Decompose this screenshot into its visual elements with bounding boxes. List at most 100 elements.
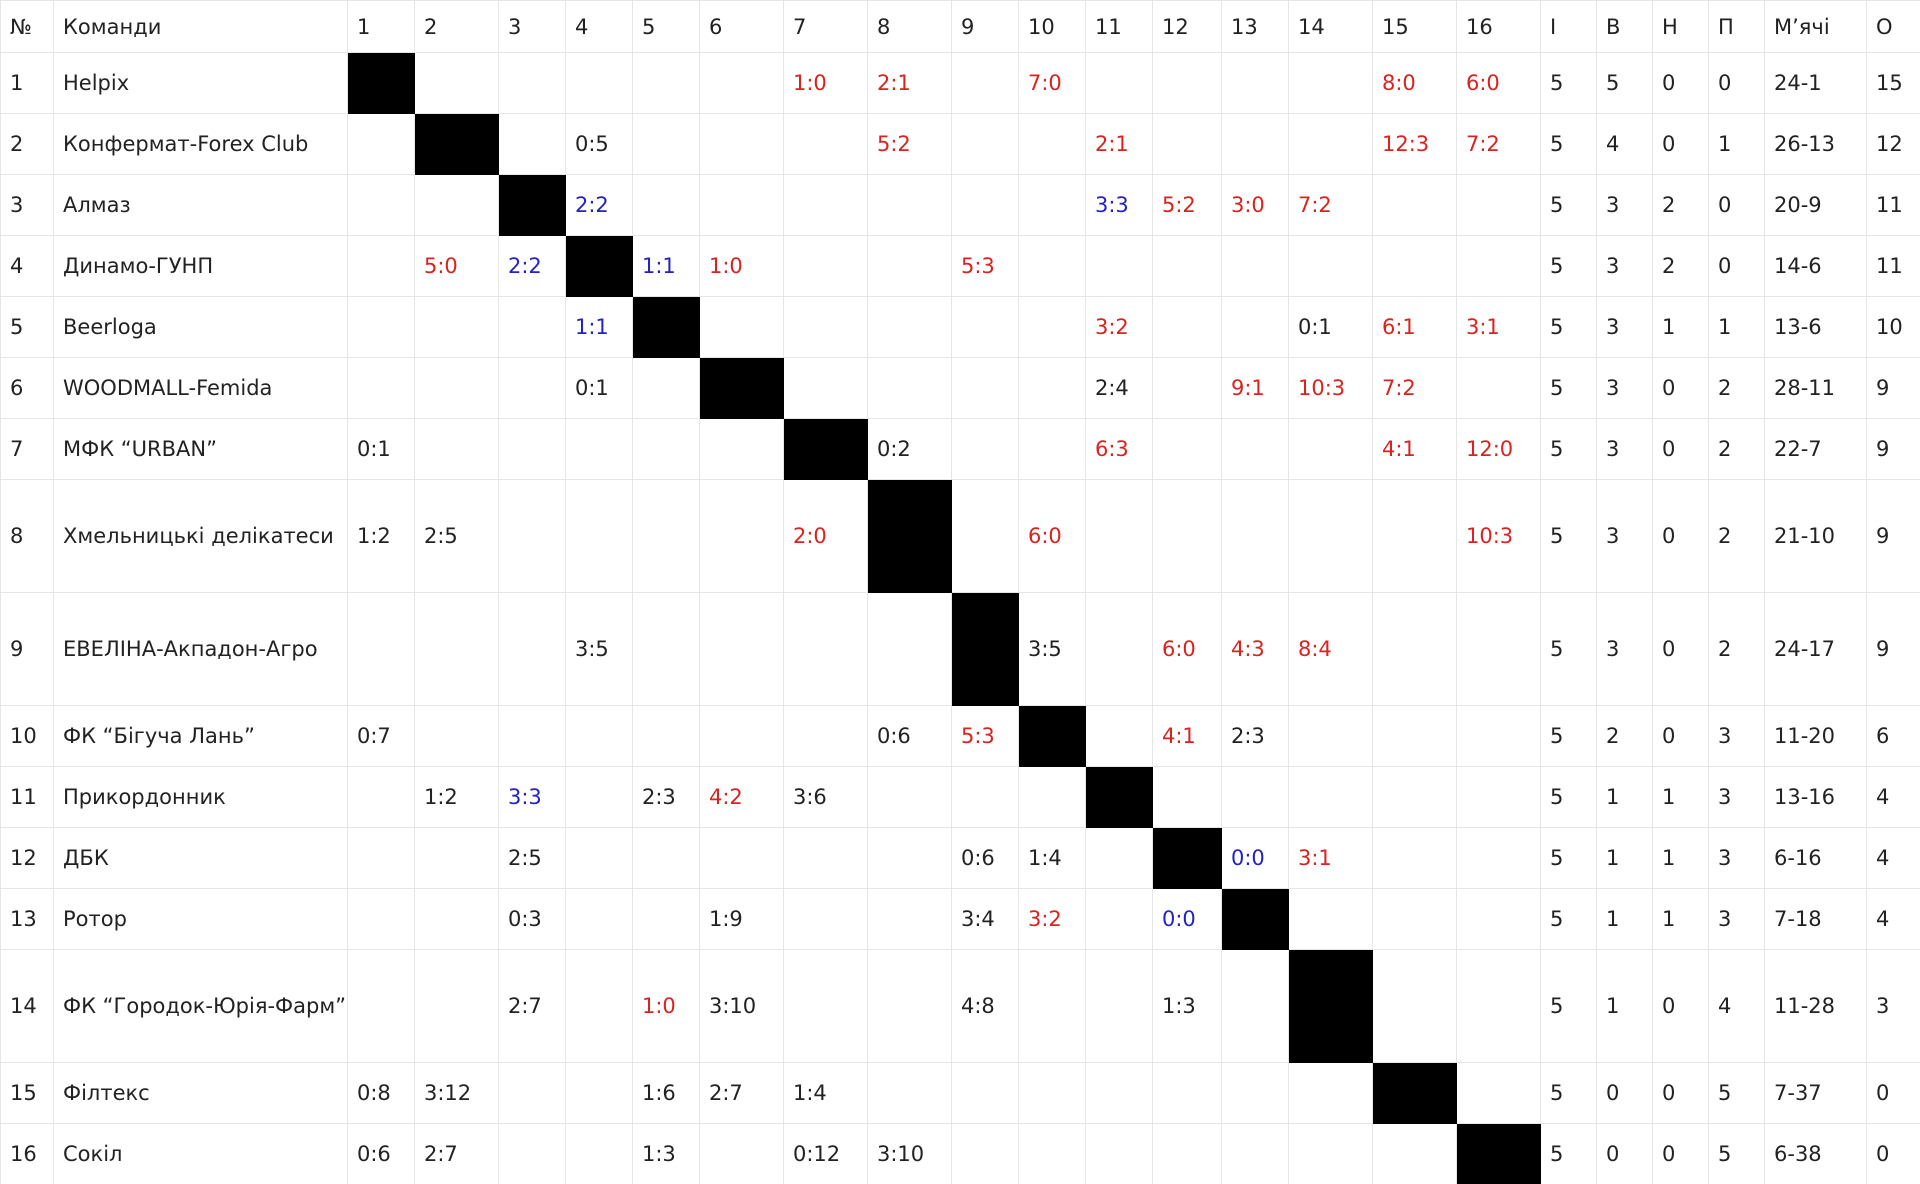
empty-cell bbox=[632, 592, 700, 706]
empty-cell bbox=[867, 888, 952, 950]
empty-cell bbox=[783, 827, 868, 889]
stat-goals: 22-7 bbox=[1764, 418, 1867, 480]
team-name: Хмельницькі делікатеси bbox=[53, 479, 348, 593]
empty-cell bbox=[783, 174, 868, 236]
empty-cell bbox=[1456, 827, 1541, 889]
stat-draws: 0 bbox=[1652, 52, 1709, 114]
team-row: 7 МФК “URBAN” 0:1 0:2 6:3 4:1 12:0 5 3 0 2 22-7 9 bbox=[0, 418, 1920, 480]
score: 7:2 bbox=[1372, 357, 1457, 419]
score: 4:3 bbox=[1221, 592, 1289, 706]
stat-wins: 1 bbox=[1596, 888, 1653, 950]
empty-cell bbox=[1456, 1062, 1541, 1124]
empty-cell bbox=[951, 296, 1019, 358]
team-name: Сокіл bbox=[53, 1123, 348, 1184]
score: 0:5 bbox=[565, 113, 633, 175]
self-cell bbox=[1152, 827, 1222, 889]
empty-cell bbox=[867, 357, 952, 419]
empty-cell bbox=[951, 1062, 1019, 1124]
team-row: 12 ДБК 2:5 0:6 1:4 0:0 3:1 5 1 1 3 6-16 4 bbox=[0, 827, 1920, 889]
stat-draws: 1 bbox=[1652, 888, 1709, 950]
stat-draws: 2 bbox=[1652, 174, 1709, 236]
rank: 15 bbox=[0, 1062, 54, 1124]
stat-goals: 6-38 bbox=[1764, 1123, 1867, 1184]
header-cell: І bbox=[1540, 0, 1597, 53]
stat-games: 5 bbox=[1540, 52, 1597, 114]
team-name: Прикордонник bbox=[53, 766, 348, 828]
team-name: Beerloga bbox=[53, 296, 348, 358]
score: 12:3 bbox=[1372, 113, 1457, 175]
stat-draws: 0 bbox=[1652, 1123, 1709, 1184]
empty-cell bbox=[414, 827, 499, 889]
score: 5:0 bbox=[414, 235, 499, 297]
stat-draws: 2 bbox=[1652, 235, 1709, 297]
empty-cell bbox=[699, 113, 784, 175]
rank: 8 bbox=[0, 479, 54, 593]
empty-cell bbox=[498, 592, 566, 706]
stat-draws: 0 bbox=[1652, 113, 1709, 175]
empty-cell bbox=[498, 52, 566, 114]
stat-wins: 1 bbox=[1596, 766, 1653, 828]
stat-losses: 5 bbox=[1708, 1123, 1765, 1184]
empty-cell bbox=[1456, 357, 1541, 419]
empty-cell bbox=[951, 1123, 1019, 1184]
stat-points: 4 bbox=[1866, 827, 1920, 889]
stat-wins: 1 bbox=[1596, 949, 1653, 1063]
score: 2:3 bbox=[632, 766, 700, 828]
empty-cell bbox=[1372, 1123, 1457, 1184]
empty-cell bbox=[699, 52, 784, 114]
stat-points: 11 bbox=[1866, 235, 1920, 297]
score: 6:3 bbox=[1085, 418, 1153, 480]
score: 6:0 bbox=[1152, 592, 1222, 706]
empty-cell bbox=[867, 766, 952, 828]
empty-cell bbox=[783, 113, 868, 175]
empty-cell bbox=[565, 949, 633, 1063]
score: 2:3 bbox=[1221, 705, 1289, 767]
empty-cell bbox=[1288, 1062, 1373, 1124]
score: 1:3 bbox=[1152, 949, 1222, 1063]
stat-games: 5 bbox=[1540, 888, 1597, 950]
stat-points: 9 bbox=[1866, 357, 1920, 419]
self-cell bbox=[498, 174, 566, 236]
score: 2:5 bbox=[498, 827, 566, 889]
stat-draws: 0 bbox=[1652, 1062, 1709, 1124]
stat-draws: 0 bbox=[1652, 357, 1709, 419]
stat-games: 5 bbox=[1540, 827, 1597, 889]
stat-points: 9 bbox=[1866, 418, 1920, 480]
self-cell bbox=[632, 296, 700, 358]
stat-wins: 3 bbox=[1596, 592, 1653, 706]
header-cell: 15 bbox=[1372, 0, 1457, 53]
stat-draws: 0 bbox=[1652, 592, 1709, 706]
empty-cell bbox=[951, 418, 1019, 480]
score: 4:8 bbox=[951, 949, 1019, 1063]
stat-losses: 0 bbox=[1708, 174, 1765, 236]
header-cell: 13 bbox=[1221, 0, 1289, 53]
empty-cell bbox=[1372, 888, 1457, 950]
empty-cell bbox=[699, 418, 784, 480]
empty-cell bbox=[1018, 296, 1086, 358]
empty-cell bbox=[951, 766, 1019, 828]
score: 3:2 bbox=[1018, 888, 1086, 950]
stat-losses: 3 bbox=[1708, 705, 1765, 767]
empty-cell bbox=[414, 174, 499, 236]
score: 5:3 bbox=[951, 235, 1019, 297]
empty-cell bbox=[1018, 235, 1086, 297]
empty-cell bbox=[951, 479, 1019, 593]
score: 3:3 bbox=[1085, 174, 1153, 236]
stat-wins: 5 bbox=[1596, 52, 1653, 114]
score: 2:2 bbox=[498, 235, 566, 297]
rank: 12 bbox=[0, 827, 54, 889]
stat-wins: 3 bbox=[1596, 174, 1653, 236]
empty-cell bbox=[1288, 705, 1373, 767]
stat-wins: 4 bbox=[1596, 113, 1653, 175]
stat-losses: 3 bbox=[1708, 766, 1765, 828]
empty-cell bbox=[498, 705, 566, 767]
score: 6:0 bbox=[1456, 52, 1541, 114]
team-row: 3 Алмаз 2:2 3:3 5:2 3:0 7:2 5 3 2 0 20-9 11 bbox=[0, 174, 1920, 236]
score: 1:1 bbox=[632, 235, 700, 297]
header-cell: 7 bbox=[783, 0, 868, 53]
empty-cell bbox=[1456, 592, 1541, 706]
rank: 2 bbox=[0, 113, 54, 175]
header-cell: 5 bbox=[632, 0, 700, 53]
score: 1:0 bbox=[783, 52, 868, 114]
header-cell: 8 bbox=[867, 0, 952, 53]
